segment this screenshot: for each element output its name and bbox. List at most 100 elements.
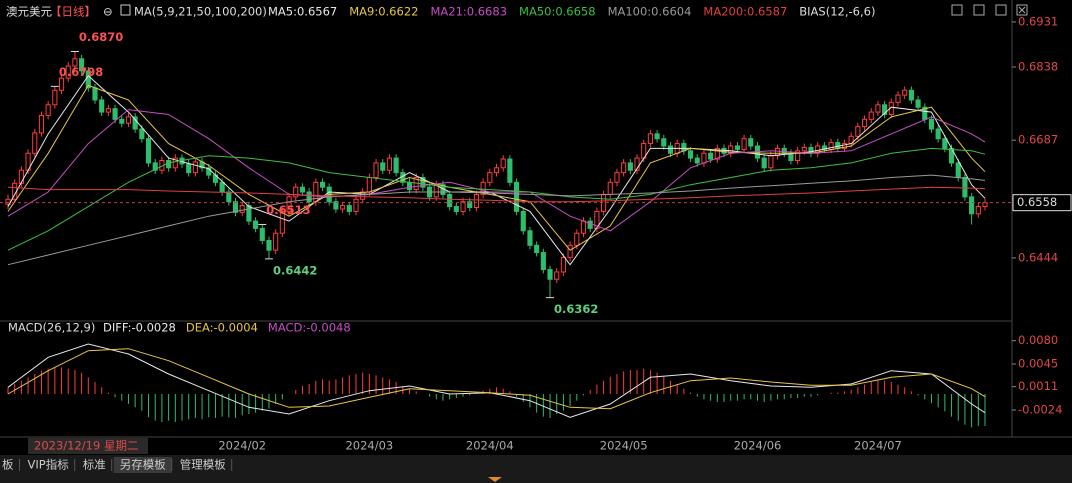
candle-body — [567, 244, 573, 258]
candle-body — [547, 269, 553, 280]
legend-entry: MA5:0.6567 — [268, 5, 337, 19]
y-tick-label: 0.6838 — [1018, 60, 1058, 74]
y-tick-label: 0.6444 — [1018, 250, 1058, 264]
candle-body — [5, 198, 11, 205]
x-tick-label: 2024/03 — [345, 439, 393, 453]
x-tick-label: 2024/06 — [734, 439, 782, 453]
candle-body — [306, 191, 312, 203]
collapse-arrow[interactable] — [488, 477, 502, 482]
indicator-line — [7, 343, 986, 418]
candle-body — [353, 198, 359, 212]
indicator-line — [7, 348, 986, 410]
tab[interactable]: 板 — [0, 457, 20, 473]
indicator-line — [7, 186, 986, 203]
annotation-label: 0.6798 — [59, 65, 103, 79]
candle-body — [500, 158, 506, 169]
legend-entry: DEA:-0.0004 — [186, 321, 258, 335]
candle-body — [467, 201, 473, 209]
candle-body — [975, 206, 981, 215]
candle-body — [253, 220, 259, 229]
tab[interactable]: 另存模板 — [113, 457, 173, 473]
y-tick-label: 0.6931 — [1018, 14, 1058, 28]
candle-body — [855, 126, 861, 137]
candle-body — [667, 145, 674, 154]
candle-body — [781, 147, 787, 154]
tab-label[interactable]: 管理模板 — [180, 458, 226, 472]
candle-body — [708, 152, 714, 160]
candle-body — [52, 89, 58, 106]
bias-label: BIAS(12,-6,6) — [799, 5, 875, 19]
indicator-line — [7, 74, 986, 266]
candle-body — [58, 77, 65, 91]
y-tick-label: -0.0024 — [1018, 403, 1062, 417]
candle-body — [79, 58, 85, 72]
legend-entry: MA50:0.6658 — [519, 5, 596, 19]
candle-body — [574, 232, 580, 246]
candle-body — [774, 147, 781, 157]
candle-body — [962, 176, 968, 198]
candle-body — [915, 99, 921, 108]
candle-body — [969, 196, 975, 215]
tab[interactable]: 标准 — [76, 457, 113, 473]
candle-body — [139, 128, 145, 140]
candle-body — [386, 157, 393, 171]
candle-body — [360, 191, 366, 200]
candle-body — [72, 58, 78, 67]
header: 澳元美元 【日线】 MA(5,9,21,50,100,200) — [6, 5, 267, 19]
candle-body — [366, 176, 372, 193]
candle-body — [647, 133, 653, 145]
candle-body — [259, 227, 265, 241]
candle-body — [393, 157, 399, 174]
candle-body — [554, 271, 560, 280]
candle-body — [621, 162, 627, 174]
candle-body — [534, 244, 540, 254]
candle-body — [540, 252, 546, 271]
candle-body — [908, 89, 914, 101]
tab[interactable]: VIP指标 — [21, 457, 76, 473]
candle-body — [895, 94, 901, 103]
candle-body — [99, 99, 105, 113]
candle-body — [119, 118, 125, 124]
candle-body — [18, 169, 24, 184]
tab-label[interactable]: VIP指标 — [28, 458, 69, 472]
tab-label[interactable]: 板 — [2, 458, 14, 472]
legend-entry: DIFF:-0.0028 — [103, 321, 176, 335]
tab-label[interactable]: 标准 — [83, 458, 106, 472]
settings-icon[interactable] — [120, 4, 131, 16]
legend-entry: MA21:0.6683 — [430, 5, 507, 19]
candle-body — [246, 205, 252, 222]
candle-body — [266, 239, 272, 251]
candle-body — [373, 162, 379, 178]
candle-body — [694, 157, 700, 164]
candle-body — [835, 142, 841, 149]
period[interactable]: 【日线】 — [50, 5, 96, 19]
candle-body — [935, 128, 941, 140]
candle-body — [286, 196, 292, 212]
candle-body — [507, 158, 513, 183]
last-price-box — [1012, 194, 1072, 212]
candle-body — [32, 132, 38, 154]
window-icons — [951, 4, 1028, 16]
candle-body — [380, 162, 386, 171]
candle-body — [239, 205, 245, 213]
tab-label[interactable]: 另存模板 — [120, 458, 166, 472]
candle-body — [687, 150, 694, 159]
candle-body — [741, 138, 747, 150]
candle-body — [340, 205, 346, 210]
candle-body — [447, 193, 453, 208]
y-tick-label: 0.6687 — [1018, 133, 1058, 147]
tab[interactable]: 管理模板 — [173, 457, 233, 473]
x-tick-label: 2024/02 — [218, 439, 266, 453]
candle-body — [433, 184, 439, 198]
candle-body — [714, 147, 720, 160]
y-tick-label: 0.0080 — [1018, 333, 1058, 347]
candle-body — [152, 162, 158, 171]
candle-body — [795, 150, 801, 162]
candle-body — [587, 220, 593, 229]
collapse-icon[interactable]: ⊖ — [103, 5, 113, 19]
candle-body — [226, 191, 232, 203]
annotation-label: 0.6870 — [79, 30, 123, 44]
